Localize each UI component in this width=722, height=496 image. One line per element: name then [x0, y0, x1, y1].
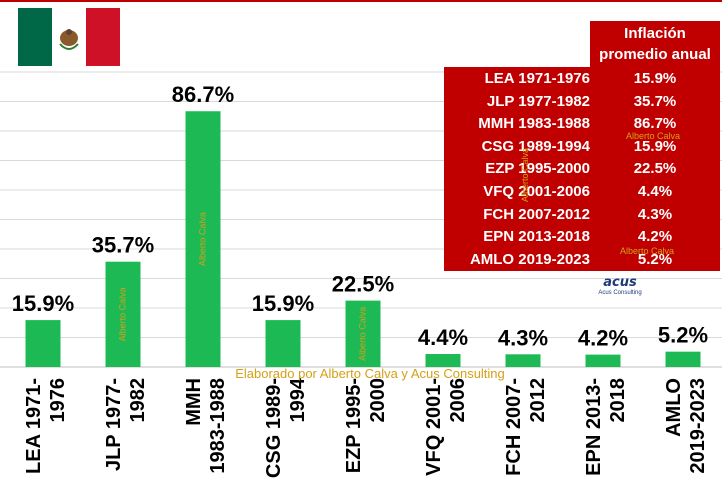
- acus-logo: acus Acus Consulting: [590, 276, 650, 297]
- table-row: JLP 1977-1982 35.7%: [444, 90, 720, 113]
- table-body: [444, 67, 720, 271]
- x-tick-label: VFQ 2001- 2006: [423, 378, 469, 476]
- watermark: Alberto Calva: [620, 246, 675, 256]
- table-header-line-1: Inflación: [624, 25, 686, 42]
- x-tick-label: MMH 1983-1988: [183, 378, 229, 474]
- table-cell-period: EZP 1995-2000: [485, 160, 590, 178]
- watermark: Alberto Calva: [520, 147, 531, 203]
- table-cell-period: MMH 1983-1988: [478, 115, 590, 133]
- table-cell-period: CSG 1989-1994: [481, 137, 590, 155]
- inflation-table: Inflación promedio anual LEA 1971-1976 15…: [444, 21, 720, 271]
- data-label: 15.9%: [252, 291, 314, 316]
- table-cell-period: LEA 1971-1976: [484, 70, 590, 87]
- bar: [105, 261, 141, 367]
- data-label: 5.2%: [658, 323, 708, 348]
- table-cell-value: 86.7%: [633, 115, 677, 133]
- x-tick-label: CSG 1989- 1994: [263, 377, 309, 478]
- table-cell-value: 4.3%: [637, 205, 673, 223]
- watermark: Alberto Calva: [626, 131, 681, 141]
- table-cell-period: EPN 2013-2018: [483, 228, 590, 246]
- table-row: EPN 2013-2018 4.2%: [444, 225, 720, 248]
- table-cell-period: VFQ 2001-2006: [483, 183, 590, 200]
- coat-of-arms-icon: [59, 29, 79, 50]
- x-tick-label: JLP 1977- 1982: [103, 378, 149, 471]
- data-label: 35.7%: [92, 233, 154, 258]
- bar: [185, 111, 221, 367]
- bars-group: Alberto Calva Alberto Calva Alberto Calva: [25, 111, 701, 367]
- bar: [425, 354, 461, 367]
- watermark: Alberto Calva: [197, 212, 207, 266]
- flag-green-band: [18, 8, 52, 66]
- acus-logo-subtext: Acus Consulting: [598, 290, 642, 296]
- table-cell-period: JLP 1977-1982: [486, 92, 590, 110]
- watermark: Alberto Calva: [117, 287, 127, 341]
- x-tick-label: FCH 2007- 2012: [503, 378, 549, 476]
- table-cell-value: 5.2%: [637, 250, 673, 268]
- data-labels-group: 15.9% 35.7% 86.7% 15.9% 22.5% 4.4% 4.3% 4.2% 5.2…: [12, 82, 708, 350]
- table-cell-value: 35.7%: [633, 92, 677, 110]
- x-tick-label: AMLO 2019-2023: [663, 378, 709, 474]
- bar: [585, 354, 621, 367]
- table-cell-value: 15.9%: [633, 70, 677, 87]
- table-cell-value: 22.5%: [633, 160, 677, 178]
- flag-red-band: [86, 8, 120, 66]
- table-row: VFQ 2001-2006 4.4%: [444, 180, 720, 203]
- table-row: AMLO 2019-2023 5.2%: [444, 248, 720, 271]
- x-tick-labels-group: LEA 1971- 1976 JLP 1977- 1982 MMH 1983-1988 CS…: [23, 377, 709, 478]
- chart-credit: Elaborado por Alberto Calva y Acus Consu…: [235, 366, 505, 381]
- data-label: 15.9%: [12, 291, 74, 316]
- table-row: EZP 1995-2000 22.5%: [444, 157, 720, 180]
- top-border: [0, 0, 722, 2]
- table-row: MMH 1983-1988 86.7%: [444, 112, 720, 135]
- table-cell-value: 4.2%: [637, 228, 673, 246]
- data-label: 22.5%: [332, 272, 394, 297]
- x-tick-label: EZP 1995- 2000: [343, 378, 389, 473]
- table-row: LEA 1971-1976 15.9%: [444, 67, 720, 90]
- mexico-flag-icon: [18, 8, 120, 66]
- table-header-line-2: promedio anual: [599, 46, 711, 63]
- bar: [505, 354, 541, 367]
- table-cell-value: 4.4%: [637, 183, 673, 200]
- acus-logo-text: acus: [603, 275, 637, 290]
- data-label: 4.4%: [418, 325, 468, 350]
- data-label: 4.2%: [578, 326, 628, 351]
- table-row: CSG 1989-1994 15.9%: [444, 135, 720, 158]
- watermark: Alberto Calva: [357, 307, 367, 361]
- table-row: FCH 2007-2012 4.3%: [444, 203, 720, 226]
- table-cell-period: FCH 2007-2012: [483, 205, 590, 223]
- table-cell-period: AMLO 2019-2023: [469, 250, 590, 268]
- data-label: 4.3%: [498, 325, 548, 350]
- x-tick-label: EPN 2013- 2018: [583, 378, 629, 476]
- x-tick-label: LEA 1971- 1976: [23, 378, 69, 474]
- bar: [265, 320, 301, 367]
- data-label: 86.7%: [172, 82, 234, 107]
- table-cell-value: 15.9%: [633, 137, 677, 155]
- flag-white-band: [52, 8, 86, 66]
- bar: [665, 351, 701, 367]
- bar: [25, 320, 61, 367]
- bar: [345, 300, 381, 367]
- table-header-cell: [590, 21, 720, 67]
